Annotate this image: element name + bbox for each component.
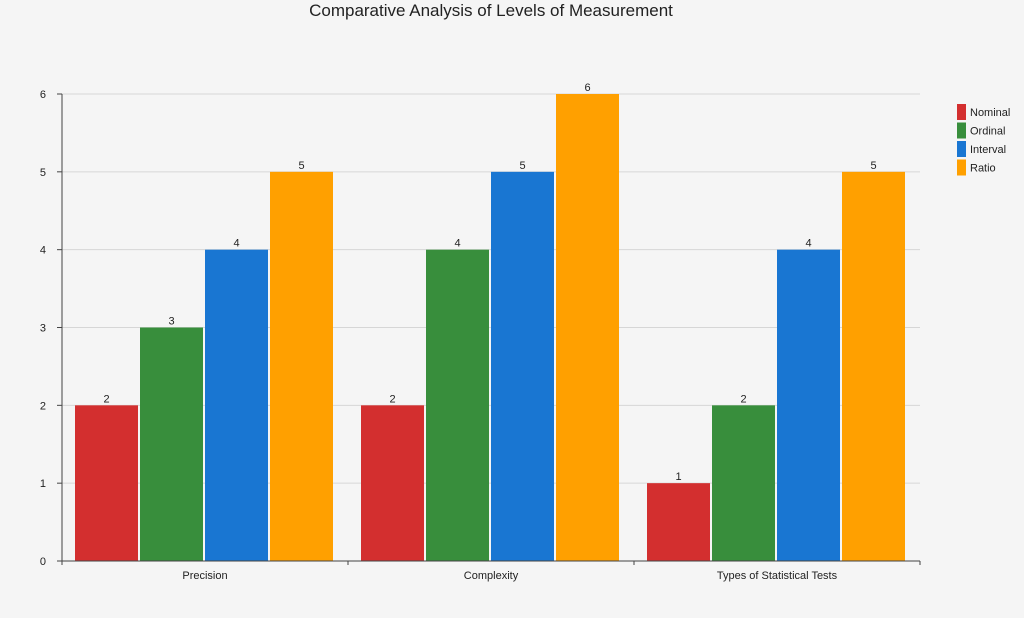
legend-swatch-ordinal bbox=[957, 122, 966, 139]
data-label-interval-1: 5 bbox=[519, 160, 525, 172]
y-tick-label-4: 4 bbox=[40, 245, 46, 257]
legend-swatch-ratio bbox=[957, 159, 966, 176]
chart-title: Comparative Analysis of Levels of Measur… bbox=[309, 1, 673, 20]
legend-label-interval: Interval bbox=[970, 144, 1006, 156]
data-label-nominal-1: 2 bbox=[389, 393, 395, 405]
x-tick-label-1: Complexity bbox=[464, 570, 519, 582]
legend: Nominal Ordinal Interval Ratio bbox=[957, 104, 1010, 176]
y-tick-label-1: 1 bbox=[40, 478, 46, 490]
data-label-nominal-0: 2 bbox=[103, 393, 109, 405]
y-tick-label-6: 6 bbox=[40, 89, 46, 101]
data-label-interval-2: 4 bbox=[805, 238, 811, 250]
legend-swatch-nominal bbox=[957, 104, 966, 120]
x-tick-label-2: Types of Statistical Tests bbox=[717, 570, 838, 582]
y-tick-label-2: 2 bbox=[40, 400, 46, 412]
data-label-ratio-1: 6 bbox=[584, 82, 590, 94]
data-label-interval-0: 4 bbox=[233, 238, 239, 250]
data-labels: 2 3 4 5 2 4 5 6 1 2 4 5 bbox=[103, 82, 876, 483]
bar-nominal-0 bbox=[75, 405, 138, 561]
bar-ordinal-1 bbox=[426, 249, 489, 561]
data-label-nominal-2: 1 bbox=[675, 471, 681, 483]
bar-ratio-1 bbox=[556, 94, 619, 561]
bar-nominal-1 bbox=[361, 405, 424, 561]
legend-label-nominal: Nominal bbox=[970, 107, 1010, 119]
y-tick-label-0: 0 bbox=[40, 556, 46, 568]
data-label-ratio-0: 5 bbox=[298, 160, 304, 172]
axes: 0 1 2 3 4 5 6 Precision Complexity Types of Stati… bbox=[40, 89, 921, 582]
bar-interval-0 bbox=[205, 249, 268, 561]
bar-ratio-0 bbox=[270, 171, 333, 562]
data-label-ordinal-0: 3 bbox=[168, 316, 174, 328]
bar-ordinal-0 bbox=[140, 327, 203, 561]
legend-label-ordinal: Ordinal bbox=[970, 126, 1005, 138]
bar-interval-2 bbox=[777, 249, 840, 561]
y-tick-label-5: 5 bbox=[40, 167, 46, 179]
legend-swatch-interval bbox=[957, 141, 966, 157]
bars bbox=[75, 94, 905, 562]
bar-nominal-2 bbox=[647, 483, 710, 561]
data-label-ordinal-1: 4 bbox=[454, 238, 460, 250]
x-tick-label-0: Precision bbox=[182, 570, 227, 582]
bar-interval-1 bbox=[491, 171, 554, 562]
bar-ordinal-2 bbox=[712, 405, 775, 561]
data-label-ordinal-2: 2 bbox=[740, 393, 746, 405]
y-tick-label-3: 3 bbox=[40, 323, 46, 335]
bar-ratio-2 bbox=[842, 171, 905, 562]
legend-label-ratio: Ratio bbox=[970, 163, 996, 175]
data-label-ratio-2: 5 bbox=[870, 160, 876, 172]
